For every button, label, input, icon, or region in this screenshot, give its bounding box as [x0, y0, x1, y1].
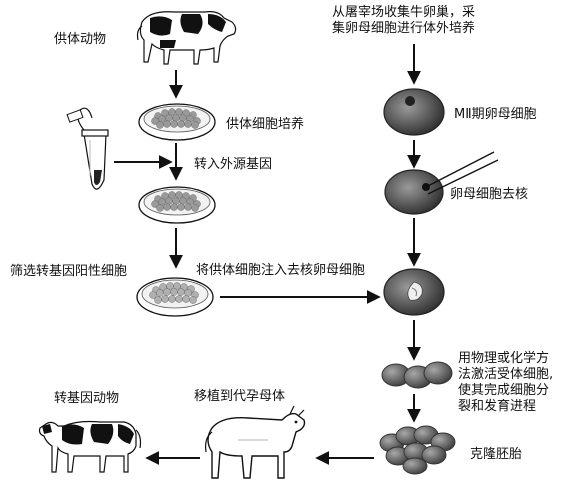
oocyte-icon: [384, 169, 444, 215]
arrow-icon: [114, 70, 381, 304]
label-oocyte-enucleation: 卵母细胞去核: [450, 187, 529, 202]
donor-cow-icon: [136, 11, 237, 65]
transgenic-cow-icon: [38, 420, 142, 473]
label-transfer-foreign-gene: 转入外源基因: [194, 157, 273, 172]
petri-dish-icon: [138, 186, 216, 224]
arrow-icon: [145, 44, 421, 465]
label-collect-ovaries-2: 集卵母细胞进行体外培养: [332, 21, 476, 36]
surrogate-cow-icon: [205, 405, 306, 479]
embryo-icon: [379, 425, 456, 475]
label-activate-1: 用物理或化学方: [458, 351, 550, 366]
label-donor-cell-culture: 供体细胞培养: [226, 117, 305, 132]
label-mii-oocyte: MⅡ期卵母细胞: [454, 107, 537, 122]
label-transgenic-animal: 转基因动物: [54, 391, 120, 406]
label-collect-ovaries-1: 从屠宰场收集牛卵巢，采: [332, 5, 476, 20]
oocyte-icon: [383, 268, 445, 316]
label-inject-donor-cell: 将供体细胞注入去核卵母细胞: [196, 263, 366, 278]
embryo-icon: [381, 361, 453, 389]
label-screen-positive-cells: 筛选转基因阳性细胞: [10, 264, 128, 279]
oocyte-icon: [383, 88, 445, 136]
petri-dish-icon: [136, 277, 214, 317]
petri-dish-icon: [138, 103, 216, 141]
label-activate-3: 使其完成细胞分: [458, 383, 550, 398]
label-activate-4: 裂和发育进程: [458, 399, 537, 414]
label-cloned-embryo: 克隆胚胎: [470, 447, 523, 462]
label-donor-animal: 供体动物: [54, 32, 107, 47]
label-activate-2: 法激活受体细胞,: [458, 367, 554, 382]
label-transplant-surrogate: 移植到代孕母体: [194, 389, 286, 404]
micropipette-icon: [423, 151, 499, 195]
test-tube-icon: [66, 107, 109, 190]
